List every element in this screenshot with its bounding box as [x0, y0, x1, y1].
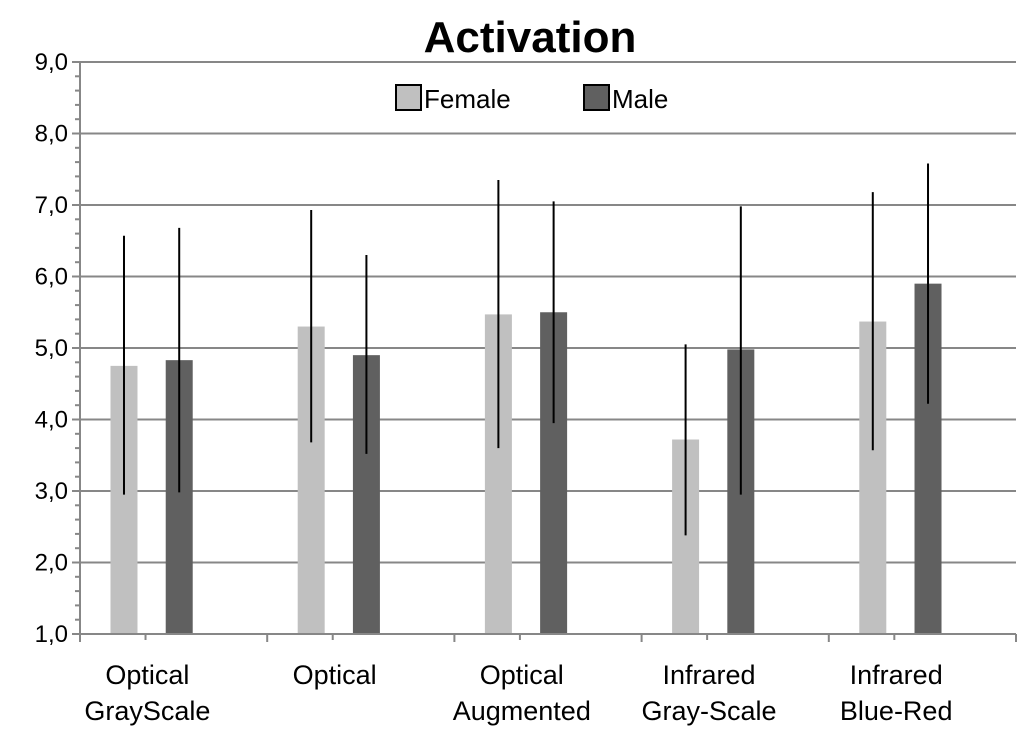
x-tick-label: Blue-Red: [840, 696, 953, 726]
y-tick-label: 4,0: [35, 407, 68, 434]
x-tick-label: Optical: [293, 660, 377, 690]
legend-label-male: Male: [612, 84, 668, 114]
axes: [72, 61, 1017, 642]
legend-label-female: Female: [424, 84, 511, 114]
y-tick-label: 2,0: [35, 550, 68, 577]
y-tick-label: 3,0: [35, 478, 68, 505]
legend-swatch-male: [583, 84, 610, 111]
y-tick-label: 6,0: [35, 264, 68, 291]
y-tick-label: 9,0: [35, 49, 68, 76]
y-tick-label: 1,0: [35, 621, 68, 648]
x-tick-label: Infrared: [850, 660, 943, 690]
x-tick-label: Infrared: [662, 660, 755, 690]
x-tick-label: Optical: [480, 660, 564, 690]
x-tick-label: GrayScale: [84, 696, 210, 726]
y-tick-label: 5,0: [35, 335, 68, 362]
y-tick-label: 7,0: [35, 192, 68, 219]
x-tick-label: Augmented: [453, 696, 591, 726]
axis-labels: 1,0 2,0 3,0 4,0 5,0 6,0 7,0 8,0 9,0 Optical GraySc…: [35, 49, 953, 726]
error-bars: [122, 163, 930, 536]
legend-swatch-female: [395, 84, 422, 111]
x-tick-label: Gray-Scale: [641, 696, 776, 726]
bars: [110, 283, 942, 634]
legend: Female Male: [395, 84, 668, 114]
y-tick-label: 8,0: [35, 121, 68, 148]
x-tick-label: Optical: [105, 660, 189, 690]
chart-title: Activation: [424, 13, 637, 62]
